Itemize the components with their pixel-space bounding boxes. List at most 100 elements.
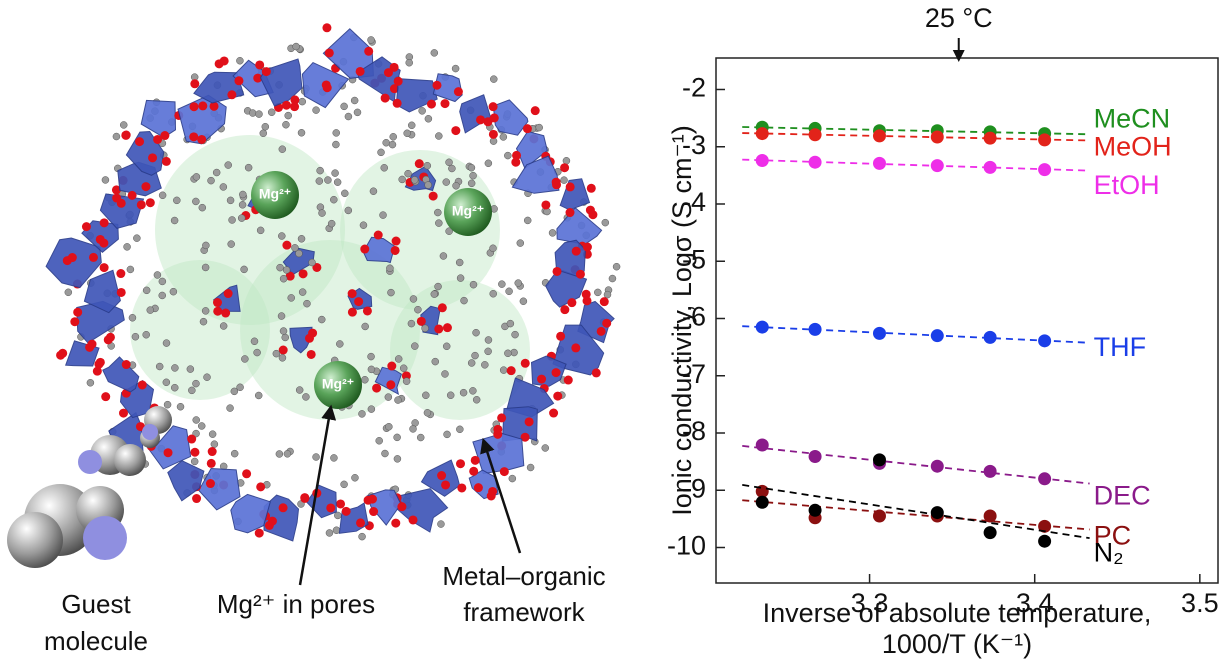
data-point — [1038, 163, 1051, 176]
carbon-atom — [527, 464, 534, 471]
oxygen-atom — [571, 343, 580, 352]
carbon-atom — [333, 129, 340, 136]
carbon-atom — [120, 121, 127, 128]
mg-label: Mg²⁺ — [259, 186, 291, 202]
oxygen-atom — [99, 239, 108, 248]
oxygen-atom — [82, 222, 91, 231]
carbon-atom — [245, 164, 252, 171]
oxygen-atom — [356, 67, 365, 76]
oxygen-atom — [384, 68, 393, 77]
fit-line — [742, 133, 1089, 140]
carbon-atom — [318, 316, 325, 323]
pore-glow — [130, 260, 270, 400]
carbon-atom — [360, 222, 367, 229]
oxygen-atom — [128, 191, 137, 200]
oxygen-atom — [474, 483, 483, 492]
carbon-atom — [504, 152, 511, 159]
polyhedron — [473, 434, 524, 474]
oxygen-atom — [552, 178, 561, 187]
carbon-atom — [434, 209, 441, 216]
carbon-atom — [385, 423, 392, 430]
carbon-atom — [279, 354, 286, 361]
oxygen-atom — [356, 518, 365, 527]
oxygen-atom — [190, 79, 199, 88]
oxygen-atom — [299, 269, 308, 278]
carbon-atom — [419, 107, 426, 114]
carbon-atom — [163, 340, 170, 347]
carbon-atom — [278, 233, 285, 240]
carbon-atom — [509, 475, 516, 482]
carbon-atom — [381, 164, 388, 171]
oxygen-atom — [119, 409, 128, 418]
carbon-atom — [241, 266, 248, 273]
series-label: MeCN — [1094, 103, 1171, 133]
oxygen-atom — [602, 319, 611, 328]
carbon-atom — [319, 210, 326, 217]
oxygen-atom — [279, 503, 288, 512]
oxygen-atom — [552, 368, 561, 377]
oxygen-atom — [117, 288, 126, 297]
carbon-atom — [473, 329, 480, 336]
carbon-atom — [199, 204, 206, 211]
oxygen-atom — [493, 425, 502, 434]
carbon-atom — [164, 401, 171, 408]
oxygen-atom — [234, 76, 243, 85]
carbon-atom — [362, 323, 369, 330]
oxygen-atom — [135, 137, 144, 146]
carbon-atom — [359, 533, 366, 540]
fit-line — [742, 160, 1089, 171]
carbon-atom — [341, 190, 348, 197]
mg-label: Mg²⁺ — [452, 203, 484, 219]
oxygen-atom — [121, 131, 130, 140]
carbon-atom — [87, 379, 94, 386]
series-label: N₂ — [1094, 537, 1124, 567]
oxygen-atom — [290, 102, 299, 111]
oxygen-atom — [326, 503, 335, 512]
fit-line — [742, 485, 1089, 538]
carbon-atom — [279, 146, 286, 153]
data-point — [984, 331, 997, 344]
oxygen-atom — [441, 480, 450, 489]
carbon-atom — [213, 169, 220, 176]
carbon-atom — [124, 243, 131, 250]
carbon-atom — [441, 370, 448, 377]
carbon-atom — [500, 367, 507, 374]
carbon-atom — [460, 389, 467, 396]
carbon-atom — [209, 431, 216, 438]
carbon-atom — [354, 109, 361, 116]
carbon-atom — [330, 196, 337, 203]
fit-line — [742, 326, 1089, 343]
series-label: DEC — [1094, 481, 1151, 511]
oxygen-atom — [583, 296, 592, 305]
oxygen-atom — [392, 237, 401, 246]
carbon-atom — [452, 65, 459, 72]
oxygen-atom — [432, 81, 441, 90]
oxygen-atom — [566, 182, 575, 191]
oxygen-atom — [583, 243, 592, 252]
carbon-atom — [285, 112, 292, 119]
carbon-atom — [602, 219, 609, 226]
oxygen-atom — [511, 158, 520, 167]
oxygen-atom — [560, 163, 569, 172]
y-tick-label: -10 — [667, 531, 706, 561]
carbon-atom — [302, 393, 309, 400]
oxygen-atom — [364, 47, 373, 56]
oxygen-atom — [100, 263, 109, 272]
carbon-atom — [227, 197, 234, 204]
data-point — [1038, 133, 1051, 146]
carbon-atom — [255, 111, 262, 118]
carbon-atom — [470, 281, 477, 288]
y-axis-label: Ionic conductivity, Logσ (S cm⁻¹) — [667, 125, 697, 516]
oxygen-atom — [369, 507, 378, 516]
carbon-atom — [231, 388, 238, 395]
carbon-atom — [432, 358, 439, 365]
carbon-atom — [399, 176, 406, 183]
guest-atom — [114, 444, 146, 476]
carbon-atom — [381, 450, 388, 457]
carbon-atom — [370, 188, 377, 195]
carbon-atom — [208, 177, 215, 184]
polyhedron — [307, 485, 337, 518]
oxygen-atom — [397, 502, 406, 511]
oxygen-atom — [434, 324, 443, 333]
carbon-atom — [461, 297, 468, 304]
